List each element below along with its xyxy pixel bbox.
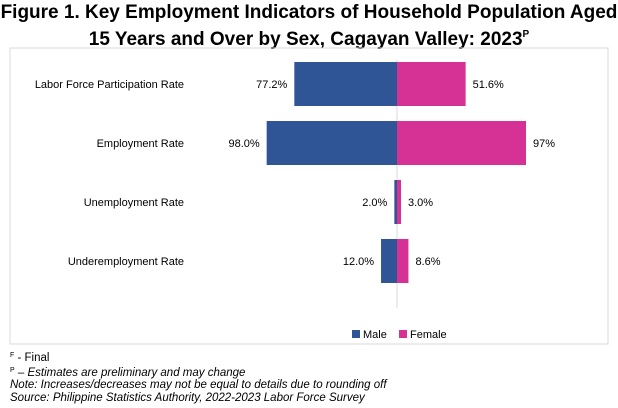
data-label-male-unemployment-rate: 2.0% xyxy=(362,197,387,209)
data-label-male-labor-force-participation-rate: 77.2% xyxy=(256,79,287,91)
bars-layer: Labor Force Participation Rate 77.2% 51.6%… xyxy=(35,62,555,283)
chart-title-line1: Figure 1. Key Employment Indicators of H… xyxy=(0,2,618,23)
legend-label-female: Female xyxy=(410,329,447,341)
legend: Male Female xyxy=(352,329,447,341)
bar-female-employment-rate xyxy=(397,121,527,165)
data-label-female-employment-rate: 97% xyxy=(533,138,555,150)
bar-male-employment-rate xyxy=(266,121,397,165)
chart-title: Figure 1. Key Employment Indicators of H… xyxy=(0,2,618,51)
bar-female-unemployment-rate xyxy=(397,180,401,224)
footnote-final-sup: F xyxy=(10,352,15,359)
legend-swatch-male xyxy=(352,330,360,338)
footnote-final: F - Final xyxy=(10,352,50,364)
bar-male-labor-force-participation-rate xyxy=(294,62,397,106)
bar-female-underemployment-rate xyxy=(397,239,409,283)
footnotes: F - Final P – Estimates are preliminary … xyxy=(10,350,387,404)
category-label-employment-rate: Employment Rate xyxy=(97,138,184,150)
category-label-labor-force-participation-rate: Labor Force Participation Rate xyxy=(35,79,184,91)
category-label-unemployment-rate: Unemployment Rate xyxy=(84,197,184,209)
data-label-female-labor-force-participation-rate: 51.6% xyxy=(473,79,504,91)
chart-title-superscript: P xyxy=(522,29,530,40)
footnote-preliminary-text: Estimates are preliminary and may change xyxy=(27,366,246,379)
legend-swatch-female xyxy=(399,330,407,338)
footnote-final-text: Final xyxy=(24,352,50,364)
footnote-preliminary-sup: P xyxy=(10,366,15,374)
footnote-note: Note: Increases/decreases may not be equ… xyxy=(10,379,387,391)
data-label-male-underemployment-rate: 12.0% xyxy=(343,256,374,268)
data-label-female-underemployment-rate: 8.6% xyxy=(415,256,440,268)
footnote-preliminary: P – Estimates are preliminary and may ch… xyxy=(10,366,246,379)
bar-male-underemployment-rate xyxy=(381,239,397,283)
plot-border xyxy=(9,47,609,345)
bar-female-labor-force-participation-rate xyxy=(397,62,466,106)
data-label-female-unemployment-rate: 3.0% xyxy=(408,197,433,209)
data-label-male-employment-rate: 98.0% xyxy=(228,138,259,150)
bar-male-unemployment-rate xyxy=(394,180,397,224)
legend-label-male: Male xyxy=(363,329,387,341)
chart-title-line2: 15 Years and Over by Sex, Cagayan Valley… xyxy=(0,24,618,51)
footnote-source: Source: Philippine Statistics Authority,… xyxy=(10,391,365,404)
chart-title-line2-text: 15 Years and Over by Sex, Cagayan Valley… xyxy=(88,29,523,50)
category-label-underemployment-rate: Underemployment Rate xyxy=(68,256,184,268)
